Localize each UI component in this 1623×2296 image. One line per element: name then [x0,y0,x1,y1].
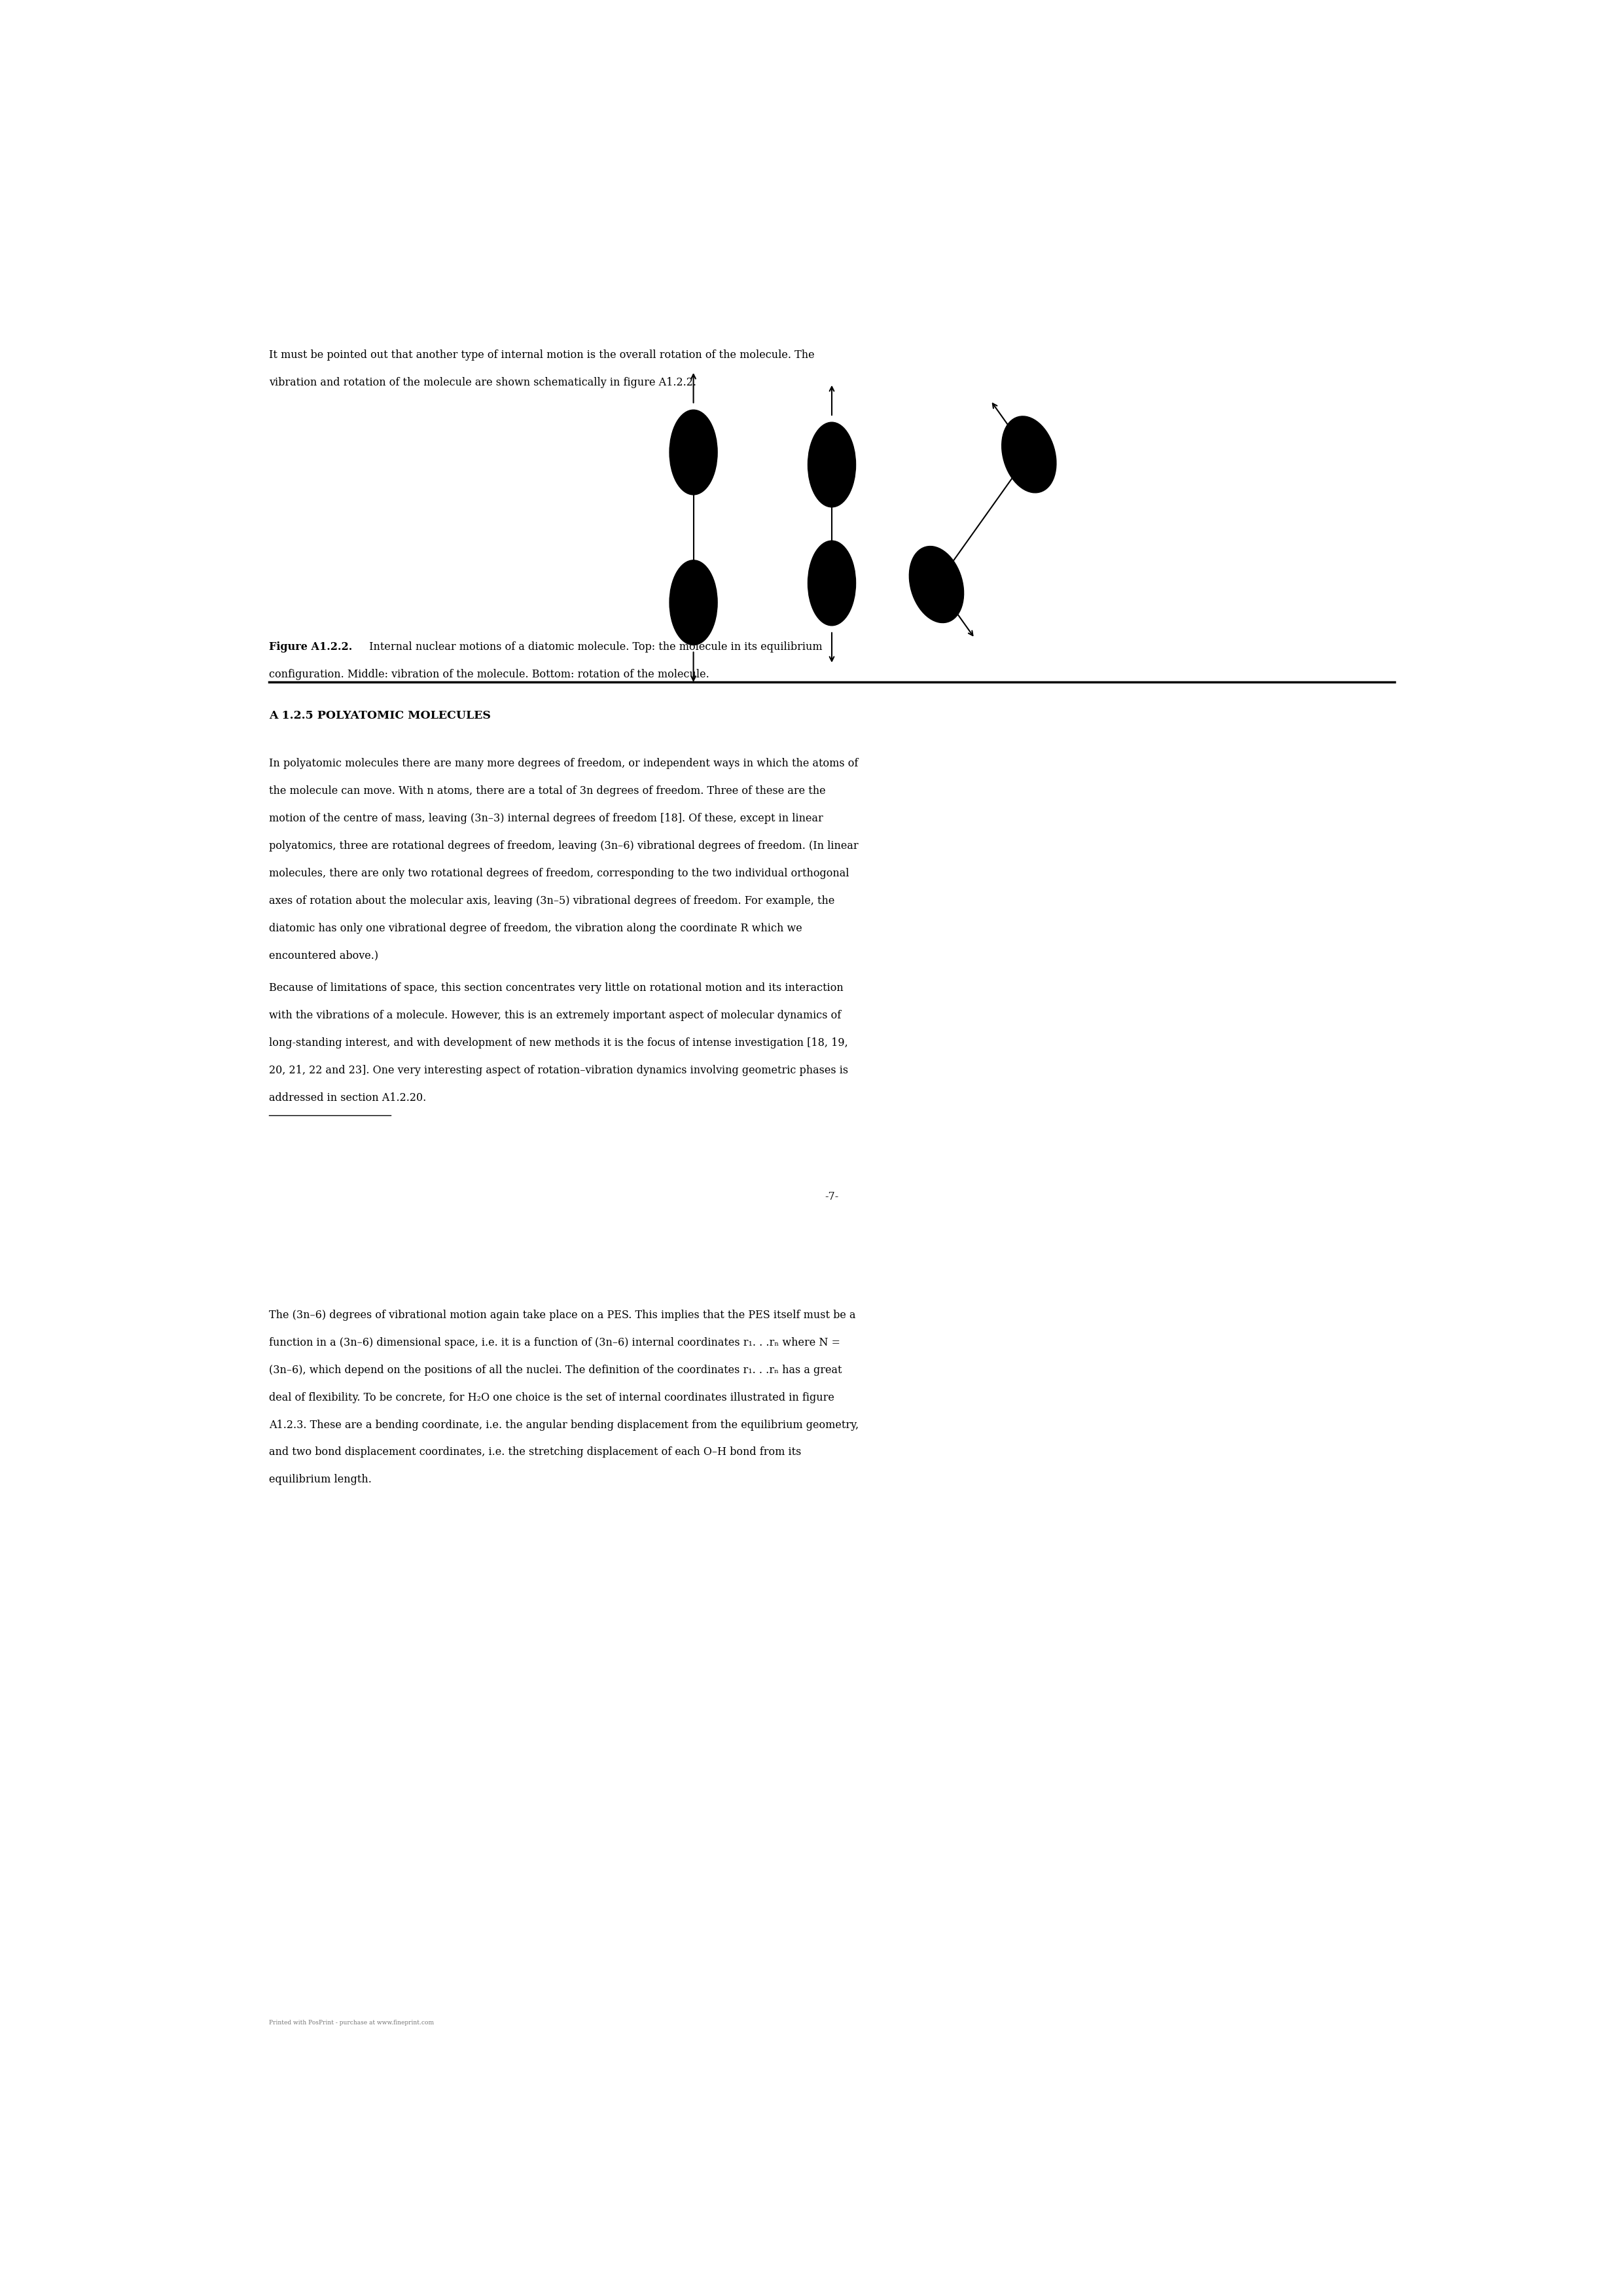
Text: with the vibrations of a molecule. However, this is an extremely important aspec: with the vibrations of a molecule. Howev… [269,1010,841,1022]
Ellipse shape [1001,416,1057,494]
Ellipse shape [670,560,717,645]
Text: vibration and rotation of the molecule are shown schematically in figure A1.2.2.: vibration and rotation of the molecule a… [269,377,696,388]
Text: Printed with PosPrint - purchase at www.fineprint.com: Printed with PosPrint - purchase at www.… [269,2020,433,2025]
Ellipse shape [909,546,964,622]
Text: diatomic has only one vibrational degree of freedom, the vibration along the coo: diatomic has only one vibrational degree… [269,923,802,934]
Ellipse shape [808,540,855,625]
Text: (3n–6), which depend on the positions of all the nuclei. The definition of the c: (3n–6), which depend on the positions of… [269,1364,842,1375]
Text: motion of the centre of mass, leaving (3n–3) internal degrees of freedom [18]. O: motion of the centre of mass, leaving (3… [269,813,823,824]
Text: Because of limitations of space, this section concentrates very little on rotati: Because of limitations of space, this se… [269,983,844,994]
Text: deal of flexibility. To be concrete, for H₂O one choice is the set of internal c: deal of flexibility. To be concrete, for… [269,1391,834,1403]
Text: Internal nuclear motions of a diatomic molecule. Top: the molecule in its equili: Internal nuclear motions of a diatomic m… [365,641,823,652]
Ellipse shape [670,411,717,494]
Text: configuration. Middle: vibration of the molecule. Bottom: rotation of the molecu: configuration. Middle: vibration of the … [269,668,709,680]
Text: polyatomics, three are rotational degrees of freedom, leaving (3n–6) vibrational: polyatomics, three are rotational degree… [269,840,859,852]
Text: A 1.2.5 POLYATOMIC MOLECULES: A 1.2.5 POLYATOMIC MOLECULES [269,709,490,721]
Text: It must be pointed out that another type of internal motion is the overall rotat: It must be pointed out that another type… [269,349,815,360]
Text: addressed in section A1.2.20.: addressed in section A1.2.20. [269,1093,425,1104]
Text: In polyatomic molecules there are many more degrees of freedom, or independent w: In polyatomic molecules there are many m… [269,758,859,769]
Text: 20, 21, 22 and 23]. One very interesting aspect of rotation–vibration dynamics i: 20, 21, 22 and 23]. One very interesting… [269,1065,849,1077]
Text: equilibrium length.: equilibrium length. [269,1474,372,1486]
Text: Figure A1.2.2.: Figure A1.2.2. [269,641,352,652]
Text: encountered above.): encountered above.) [269,951,378,962]
Text: and two bond displacement coordinates, i.e. the stretching displacement of each : and two bond displacement coordinates, i… [269,1446,802,1458]
Text: the molecule can move. With n atoms, there are a total of 3n degrees of freedom.: the molecule can move. With n atoms, the… [269,785,826,797]
Text: -7-: -7- [824,1192,839,1203]
Text: axes of rotation about the molecular axis, leaving (3n–5) vibrational degrees of: axes of rotation about the molecular axi… [269,895,834,907]
Text: The (3n–6) degrees of vibrational motion again take place on a PES. This implies: The (3n–6) degrees of vibrational motion… [269,1309,855,1320]
Text: molecules, there are only two rotational degrees of freedom, corresponding to th: molecules, there are only two rotational… [269,868,849,879]
Text: long-standing interest, and with development of new methods it is the focus of i: long-standing interest, and with develop… [269,1038,847,1049]
Text: function in a (3n–6) dimensional space, i.e. it is a function of (3n–6) internal: function in a (3n–6) dimensional space, … [269,1336,841,1348]
Ellipse shape [808,422,855,507]
Text: A1.2.3. These are a bending coordinate, i.e. the angular bending displacement fr: A1.2.3. These are a bending coordinate, … [269,1419,859,1430]
